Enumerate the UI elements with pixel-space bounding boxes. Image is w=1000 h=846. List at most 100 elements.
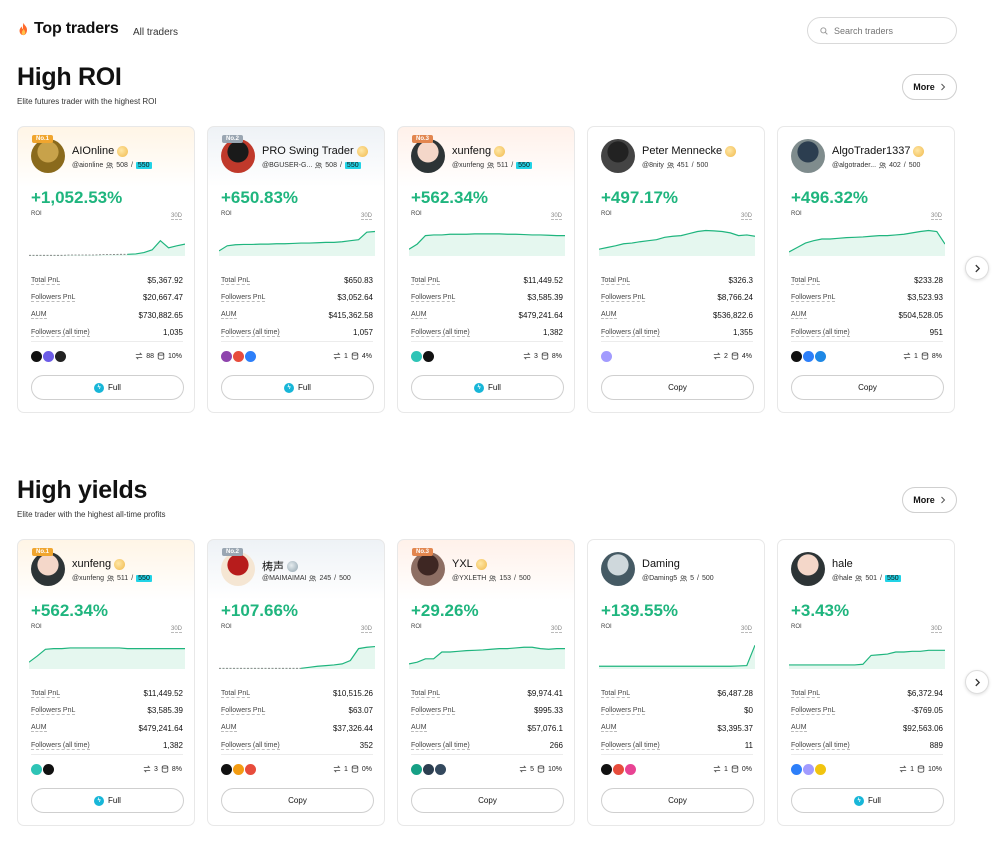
more-button[interactable]: More (902, 487, 957, 513)
roi-sparkline (599, 229, 755, 256)
roi-value: +139.55% (601, 601, 679, 620)
copy-button[interactable]: Copy (791, 375, 944, 400)
all-traders-link[interactable]: All traders (133, 27, 179, 38)
profit-share: 4% (361, 352, 372, 360)
users-icon (106, 162, 114, 169)
copy-button[interactable]: Copy (221, 788, 374, 813)
trader-card[interactable]: No.2 梼声 @MAIMAIMAI 245/500 +107.66% ROI … (207, 539, 385, 826)
sparkline-dashed (29, 253, 128, 256)
copy-arrows-icon (333, 352, 341, 360)
coin-list (221, 764, 256, 775)
trader-name-row[interactable]: xunfeng (72, 558, 126, 570)
verified-badge-icon (475, 558, 487, 570)
lightning-icon: ϟ (474, 382, 485, 393)
trader-name-row[interactable]: AIOnline (72, 145, 129, 157)
stat-aum: AUM $3,395.37 (601, 723, 753, 733)
next-arrow-button[interactable] (965, 670, 989, 694)
divider (791, 754, 943, 755)
full-button[interactable]: ϟ Full (31, 788, 184, 813)
stat-total-pnl: Total PnL $11,449.52 (31, 689, 183, 699)
stat-followers-all: Followers (all time) 352 (221, 741, 373, 751)
trader-name-row[interactable]: 梼声 (262, 558, 298, 574)
copy-button[interactable]: Copy (601, 375, 754, 400)
coin-icon (423, 351, 434, 362)
roi-sparkline (789, 649, 945, 669)
coin-icon (31, 764, 42, 775)
stat-aum: AUM $57,076.1 (411, 723, 563, 733)
next-arrow-button[interactable] (965, 256, 989, 280)
sparkline-area (599, 645, 755, 669)
sparkline-area (29, 240, 185, 256)
brand: Top traders (17, 20, 119, 38)
search-box[interactable] (807, 17, 957, 44)
stat-followers-pnl: Followers PnL $3,585.39 (31, 706, 183, 716)
coin-list (601, 351, 612, 362)
more-button[interactable]: More (902, 74, 957, 100)
trader-name-row[interactable]: AlgoTrader1337 (832, 145, 925, 157)
roi-value: +29.26% (411, 601, 479, 620)
trader-name-row[interactable]: PRO Swing Trader (262, 145, 368, 157)
copy-stats: 3 8% (143, 765, 182, 773)
followers-cap: 500 (908, 162, 921, 169)
verified-badge-icon (114, 558, 126, 570)
trader-card[interactable]: Daming @Daming5 5/500 +139.55% ROI 30D T… (587, 539, 765, 826)
trader-name-row[interactable]: xunfeng (452, 145, 506, 157)
followers-cap: 500 (518, 575, 531, 582)
avatar (31, 552, 65, 586)
stat-total-pnl: Total PnL $11,449.52 (411, 276, 563, 286)
divider (791, 341, 943, 342)
trader-name-row[interactable]: YXL (452, 558, 487, 570)
copies-count: 1 (343, 765, 348, 773)
database-icon (731, 352, 739, 360)
trader-card[interactable]: No.3 xunfeng @xunfeng 511/550 +562.34% R… (397, 126, 575, 413)
copies-count: 1 (910, 765, 914, 773)
copy-button[interactable]: Copy (601, 788, 754, 813)
rank-badge: No.1 (32, 135, 54, 143)
stats-table: Total PnL $11,449.52 Followers PnL $3,585.… (411, 272, 563, 341)
action-label: Copy (668, 796, 687, 805)
coin-icon (31, 351, 42, 362)
section-high-yields: High yields Elite trader with the highes… (17, 476, 957, 826)
search-input[interactable] (834, 25, 944, 36)
action-label: Full (868, 796, 881, 805)
copy-stats: 3 8% (523, 352, 562, 360)
stats-table: Total PnL $650.83 Followers PnL $3,052.64 … (221, 272, 373, 341)
copy-stats: 5 10% (519, 765, 562, 773)
stats-table: Total PnL $9,974.41 Followers PnL $995.33 … (411, 685, 563, 754)
trader-name: AIOnline (72, 145, 115, 157)
full-button[interactable]: ϟ Full (31, 375, 184, 400)
copies-count: 1 (913, 352, 918, 360)
chevron-right-icon (940, 83, 945, 91)
full-button[interactable]: ϟ Full (221, 375, 374, 400)
trader-card[interactable]: No.1 xunfeng @xunfeng 511/550 +562.34% R… (17, 539, 195, 826)
full-button[interactable]: ϟ Full (411, 375, 564, 400)
more-label: More (913, 495, 935, 505)
stat-total-pnl: Total PnL $326.3 (601, 276, 753, 286)
trader-card[interactable]: No.2 PRO Swing Trader @BGUSER-G... 508/5… (207, 126, 385, 413)
stat-followers-pnl: Followers PnL $3,052.64 (221, 293, 373, 303)
trader-card[interactable]: No.1 AIOnline @aionline 508/550 +1,052.5… (17, 126, 195, 413)
followers-cap: 550 (884, 575, 901, 582)
roi-sparkline (599, 644, 755, 669)
period-label: 30D (360, 626, 372, 633)
divider (411, 341, 563, 342)
trader-name-row[interactable]: Peter Mennecke (642, 145, 737, 157)
period-label: 30D (550, 626, 562, 633)
trader-card[interactable]: Peter Mennecke @8nity 451/500 +497.17% R… (587, 126, 765, 413)
trader-name: xunfeng (72, 558, 112, 570)
trader-card[interactable]: hale @hale 501/550 +3.43% ROI 30D Total … (777, 539, 955, 826)
trader-name-row[interactable]: hale (832, 558, 853, 570)
trader-card[interactable]: No.3 YXL @YXLETH 153/500 +29.26% ROI 30D… (397, 539, 575, 826)
trader-name-row[interactable]: Daming (642, 558, 680, 570)
trader-handle: @YXLETH (452, 575, 487, 582)
database-icon (731, 765, 739, 773)
full-button[interactable]: ϟ Full (791, 788, 944, 813)
copy-button[interactable]: Copy (411, 788, 564, 813)
roi-sparkline (409, 233, 565, 256)
top-bar: Top traders All traders (17, 17, 957, 46)
trader-card[interactable]: AlgoTrader1337 @algotrader... 402/500 +4… (777, 126, 955, 413)
copy-stats: 1 10% (899, 765, 942, 773)
divider (411, 754, 563, 755)
more-label: More (913, 82, 935, 92)
trader-meta: @BGUSER-G... 508/550 (262, 162, 361, 169)
